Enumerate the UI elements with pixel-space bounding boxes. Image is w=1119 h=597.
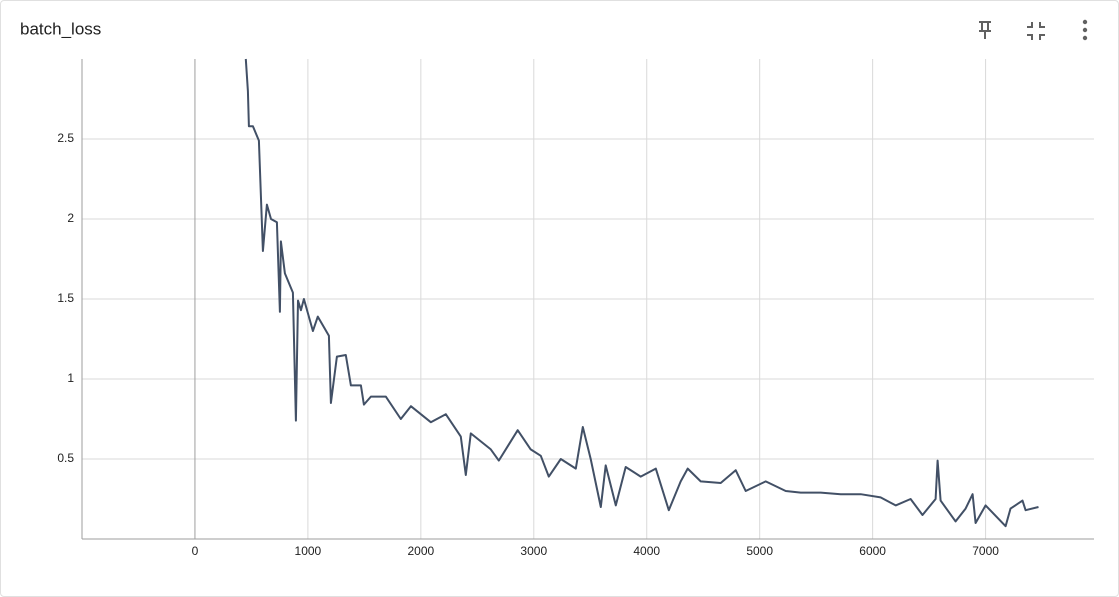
- y-tick-label: 1: [67, 371, 74, 385]
- x-tick-label: 1000: [295, 544, 322, 558]
- pin-icon: [984, 31, 986, 39]
- pin-icon: [987, 23, 989, 31]
- dot: [1082, 35, 1088, 41]
- loss-line: [244, 58, 1039, 528]
- y-tick-label: 2: [67, 211, 74, 225]
- collapse-icon: [1027, 22, 1045, 40]
- dot: [1082, 19, 1088, 25]
- collapse-button[interactable]: [1027, 22, 1045, 40]
- x-tick-label: 7000: [972, 544, 999, 558]
- pin-button[interactable]: [979, 21, 991, 39]
- x-tick-label: 2000: [407, 544, 434, 558]
- x-tick-label: 6000: [859, 544, 886, 558]
- y-tick-label: 0.5: [57, 451, 74, 465]
- x-tick-label: 0: [192, 544, 199, 558]
- x-tick-label: 5000: [746, 544, 773, 558]
- more-button[interactable]: [1082, 19, 1088, 41]
- y-tick-label: 1.5: [57, 291, 74, 305]
- x-tick-label: 4000: [633, 544, 660, 558]
- x-tick-label: 3000: [520, 544, 547, 558]
- y-tick-label: 2.5: [57, 131, 74, 145]
- pin-icon: [979, 21, 991, 23]
- chart-title: batch_loss: [20, 19, 101, 38]
- dot: [1082, 27, 1088, 33]
- plot-area: 0.5 1 1.5 2 2.5 0 1000 2000 3000 4000 5000 6000 7000: [57, 58, 1094, 558]
- pin-icon: [981, 23, 983, 31]
